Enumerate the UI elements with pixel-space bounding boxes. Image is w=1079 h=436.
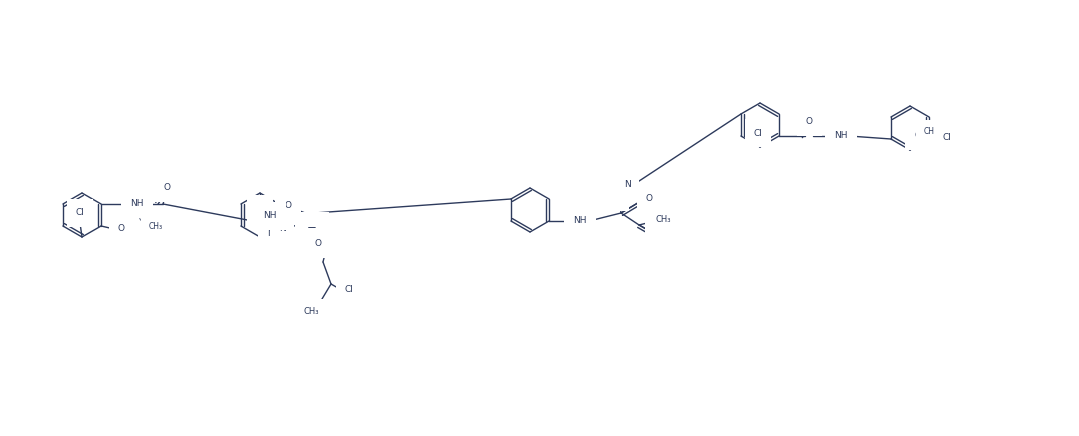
Text: NH: NH: [263, 211, 276, 221]
Text: O: O: [654, 226, 660, 235]
Text: Cl: Cl: [943, 133, 952, 142]
Text: N: N: [624, 181, 630, 190]
Text: N: N: [267, 229, 273, 238]
Text: Cl: Cl: [76, 208, 84, 218]
Text: NH: NH: [573, 217, 587, 225]
Text: CH₃: CH₃: [149, 222, 163, 232]
Text: O: O: [118, 225, 124, 234]
Text: Cl: Cl: [753, 129, 763, 137]
Text: N: N: [278, 225, 285, 234]
Text: O: O: [164, 184, 170, 193]
Text: O: O: [285, 201, 291, 211]
Text: CH₃: CH₃: [655, 215, 671, 225]
Text: Cl: Cl: [344, 285, 354, 293]
Text: CH₃: CH₃: [303, 307, 318, 317]
Text: NH: NH: [131, 200, 144, 208]
Text: O: O: [915, 132, 921, 140]
Text: O: O: [645, 194, 653, 204]
Text: =: =: [308, 224, 317, 236]
Text: CH₂CH₃: CH₂CH₃: [924, 127, 952, 136]
Text: NH: NH: [834, 132, 848, 140]
Text: N: N: [614, 193, 620, 201]
Text: O: O: [806, 117, 812, 126]
Text: O: O: [314, 239, 322, 249]
Text: Cl: Cl: [256, 204, 264, 214]
Text: CH₂: CH₂: [139, 215, 153, 224]
